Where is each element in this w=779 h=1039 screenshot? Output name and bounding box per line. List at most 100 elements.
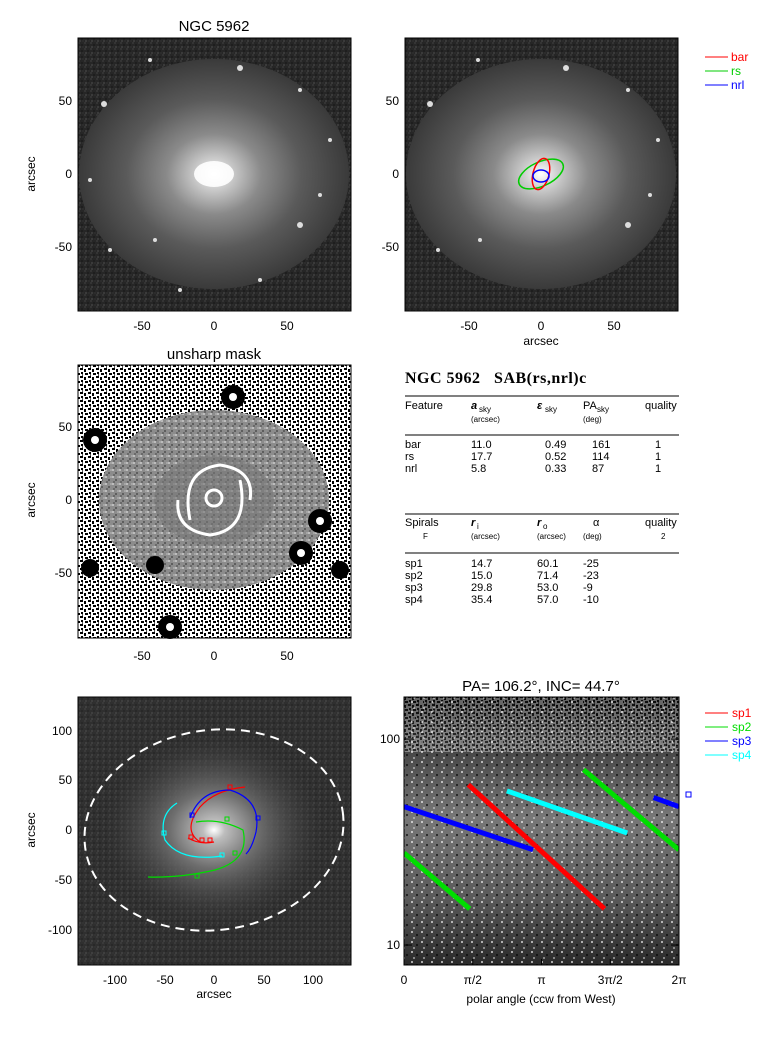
col-ro: r (537, 517, 542, 529)
feature-cell: nrl (405, 463, 417, 475)
arm-sp3 (189, 789, 258, 855)
feature-cell: rs (405, 451, 415, 463)
unsharp-y-ticks: 50 0 -50 (55, 420, 73, 580)
star-field (88, 58, 332, 292)
col-pa-sub: sky (597, 405, 609, 414)
feature-cell: 1 (655, 463, 661, 475)
legend-label-sp2: sp2 (732, 720, 752, 734)
x-tick-neg50: -50 (156, 973, 174, 987)
spiral-markers (161, 784, 261, 879)
spiral-cell: sp2 (405, 570, 423, 582)
series-line-sp2 (581, 767, 679, 852)
unsharp-star-cores (91, 393, 324, 631)
spiral-cell: 29.8 (471, 582, 492, 594)
image-x-ticks: -50 0 50 (133, 319, 294, 333)
feature-cell: 11.0 (471, 439, 492, 451)
feature-cell: 0.49 (545, 439, 566, 451)
spiral-y-ticks: 100 50 0 -50 -100 (48, 724, 72, 937)
ellipse-x-ticks: -50 0 50 (460, 319, 621, 333)
x-tick-neg50: -50 (133, 649, 151, 663)
y-tick-neg50: -50 (55, 873, 73, 887)
image-y-ticks: 50 0 -50 (55, 94, 73, 254)
feature-cell: 87 (592, 463, 604, 475)
unsharp-y-label: arcsec (24, 482, 38, 517)
col-alpha: α (593, 517, 600, 529)
legend-label-rs: rs (731, 64, 741, 78)
x-tick-0: 0 (211, 319, 218, 333)
spiral-header: Spirals F r i (arcsec) r o (arcsec) α (d… (405, 517, 677, 541)
x-tick-50: 50 (607, 319, 621, 333)
y-tick-50: 50 (59, 94, 73, 108)
feature-header: Feature a sky (arcsec) ε sky PA sky (deg… (405, 400, 677, 424)
spiral-cell: 60.1 (537, 558, 558, 570)
x-tick-0: 0 (538, 319, 545, 333)
galaxy-disk-2 (406, 59, 676, 289)
x-tick-50: 50 (257, 973, 271, 987)
x-tick-label: 0 (401, 973, 408, 987)
feature-cell: 0.33 (545, 463, 566, 475)
series-line-sp1 (466, 782, 607, 911)
x-tick-label: π/2 (464, 973, 483, 987)
col-eps: ε (537, 400, 543, 412)
polar-series (404, 767, 679, 911)
feature-cell: 161 (592, 439, 610, 451)
polar-y-ticks: 10 100 (380, 732, 679, 952)
unsharp-x-ticks: -50 0 50 (133, 649, 294, 663)
spiral-image-frame (77, 696, 352, 966)
legend-label-sp1: sp1 (732, 706, 752, 720)
y-tick-0: 0 (65, 167, 72, 181)
spiral-arms (147, 786, 258, 878)
x-tick-neg50: -50 (460, 319, 478, 333)
arm-sp2 (147, 820, 245, 878)
spiral-cell: 71.4 (537, 570, 558, 582)
polar-x-ticks: 0 π/2 π 3π/2 2π (401, 959, 687, 987)
col-pa-unit: (deg) (583, 415, 602, 424)
x-tick-label: 2π (672, 973, 687, 987)
unsharp-arms (176, 463, 253, 537)
col-eps-sub: sky (545, 405, 557, 414)
col-spirals-f: F (423, 532, 428, 541)
y-tick-label: 100 (380, 732, 400, 746)
x-tick-label: 3π/2 (598, 973, 623, 987)
panel-ellipses: 50 0 -50 -50 0 50 arcsec bar rs nrl (382, 37, 748, 348)
y-tick-100: 100 (52, 724, 72, 738)
panel-unsharp: unsharp mask arcsec 50 0 -50 -50 0 50 (24, 346, 352, 663)
spiral-rows: sp1 14.7 60.1 -25 sp2 15.0 71.4 -23 sp3 29.8 53.0 -… (405, 558, 599, 606)
y-tick-label: 10 (387, 938, 401, 952)
y-tick-0: 0 (65, 493, 72, 507)
spiral-cell: -9 (583, 582, 593, 594)
legend-label-sp3: sp3 (732, 734, 752, 748)
feature-rows: bar 11.0 0.49 161 1 rs 17.7 0.52 114 1 nrl 5.8 0.33 8… (405, 439, 661, 475)
unsharp-title: unsharp mask (167, 346, 262, 363)
arm-sp4 (162, 802, 223, 858)
feature-cell: 0.52 (545, 451, 566, 463)
col-ri-sub: i (477, 522, 479, 531)
feature-cell: 1 (655, 451, 661, 463)
legend-label-nrl: nrl (731, 78, 744, 92)
x-tick-0: 0 (211, 973, 218, 987)
series-line-sp3 (652, 795, 679, 809)
y-tick-neg50: -50 (382, 240, 400, 254)
spiral-cell: -23 (583, 570, 599, 582)
col-ro-unit: (arcsec) (537, 532, 566, 541)
y-tick-50: 50 (59, 420, 73, 434)
image-y-label: arcsec (24, 156, 38, 191)
ellipse-image-frame (404, 37, 679, 312)
series-line-sp3 (404, 804, 534, 853)
legend-label-sp4: sp4 (732, 748, 752, 762)
summary-table: NGC 5962 SAB(rs,nrl)c Feature a sky (arc… (405, 370, 679, 606)
nrl-ellipse (532, 169, 550, 183)
x-tick-0: 0 (211, 649, 218, 663)
panel-image: NGC 5962 arcsec 50 0 -50 -50 0 50 (24, 18, 352, 333)
y-tick-neg100: -100 (48, 923, 72, 937)
y-tick-0: 0 (392, 167, 399, 181)
col-a-sub: sky (479, 405, 491, 414)
unsharp-inner (154, 455, 274, 545)
col-ri: r (471, 517, 476, 529)
spiral-y-label: arcsec (24, 812, 38, 847)
feature-cell: 17.7 (471, 451, 492, 463)
x-tick-neg100: -100 (103, 973, 127, 987)
ellipse-y-ticks: 50 0 -50 (382, 94, 400, 254)
spiral-cell: sp1 (405, 558, 423, 570)
